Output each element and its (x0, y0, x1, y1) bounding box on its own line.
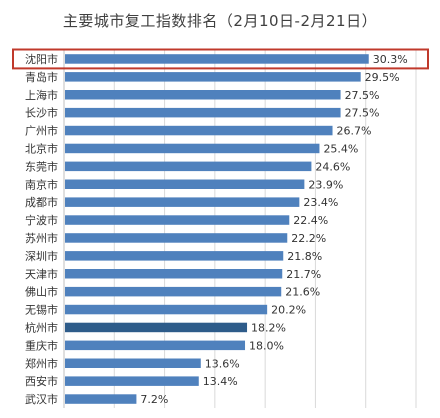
category-label: 北京市 (25, 141, 58, 155)
value-label: 26.7% (337, 125, 372, 138)
category-label: 上海市 (25, 88, 58, 102)
value-label: 7.2% (140, 393, 168, 406)
value-label: 21.8% (287, 250, 322, 263)
category-label: 沈阳市 (25, 52, 58, 66)
bar (65, 233, 288, 243)
bar (65, 215, 290, 225)
chart-title: 主要城市复工指数排名（2月10日-2月21日） (62, 12, 378, 30)
bar (65, 269, 283, 279)
value-label: 13.4% (203, 375, 238, 388)
category-label: 长沙市 (25, 106, 58, 120)
value-label: 27.5% (345, 107, 380, 120)
category-label: 南京市 (25, 177, 58, 191)
category-label: 郑州市 (25, 356, 58, 370)
category-label: 佛山市 (25, 285, 58, 299)
value-label: 25.4% (323, 142, 358, 155)
category-label: 西安市 (25, 374, 58, 388)
value-label: 13.6% (205, 357, 240, 370)
value-label: 27.5% (345, 89, 380, 102)
value-label: 23.9% (308, 178, 343, 191)
bar (65, 125, 333, 136)
bar (65, 286, 282, 297)
category-label: 东莞市 (25, 159, 58, 173)
bar (65, 179, 305, 189)
bar (65, 197, 300, 207)
bar (65, 90, 341, 100)
value-label: 30.3% (373, 53, 408, 66)
bar (65, 304, 268, 315)
category-label: 宁波市 (25, 213, 58, 227)
bar (65, 107, 341, 118)
category-label: 武汉市 (25, 392, 58, 406)
category-label: 青岛市 (25, 70, 58, 84)
value-label: 23.4% (303, 196, 338, 209)
category-label: 成都市 (25, 195, 58, 209)
value-label: 21.7% (286, 268, 321, 281)
category-label: 天津市 (25, 267, 58, 281)
value-label: 24.6% (315, 160, 350, 173)
bar (65, 143, 320, 154)
category-label: 无锡市 (25, 303, 58, 317)
category-label: 苏州市 (25, 231, 58, 245)
bar (65, 340, 246, 351)
category-label: 重庆市 (25, 338, 58, 352)
bar (65, 322, 248, 333)
value-label: 22.2% (291, 232, 326, 245)
category-label: 深圳市 (25, 249, 58, 263)
bar (65, 54, 369, 64)
value-label: 22.4% (293, 214, 328, 227)
value-label: 18.2% (251, 321, 286, 334)
bar (65, 161, 312, 172)
highlight-box (12, 48, 429, 70)
value-label: 20.2% (271, 304, 306, 317)
bar (65, 72, 361, 82)
category-label: 广州市 (25, 124, 58, 138)
value-label: 29.5% (365, 71, 400, 84)
value-label: 21.6% (285, 286, 320, 299)
bar (65, 251, 284, 261)
category-label: 杭州市 (25, 320, 58, 334)
bar (65, 358, 201, 368)
bar (65, 376, 199, 386)
value-label: 18.0% (249, 339, 284, 352)
bar (65, 394, 137, 404)
